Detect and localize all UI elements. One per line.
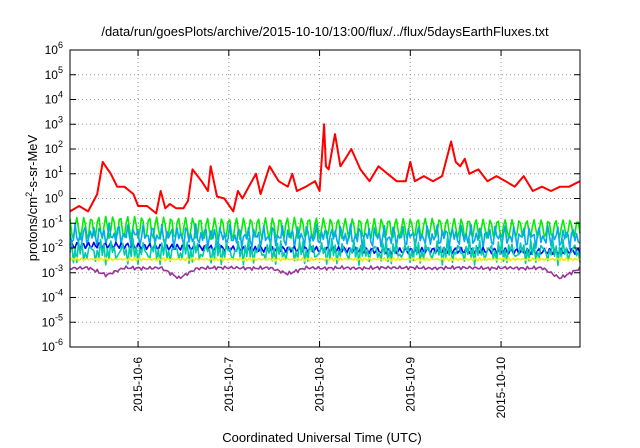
y-tick-label: 105	[45, 65, 63, 82]
series-line	[69, 123, 581, 215]
y-tick-label: 100	[45, 189, 63, 206]
y-tick-label: 106	[45, 40, 63, 57]
y-axis-label: protons/cm2-s-sr-MeV	[24, 134, 40, 261]
y-tick-label: 10-5	[42, 312, 63, 329]
y-tick-label: 101	[45, 164, 63, 181]
grid-lines	[70, 50, 580, 347]
series-line	[69, 264, 581, 280]
y-tick-label: 102	[45, 139, 63, 156]
y-tick-label: 10-3	[42, 263, 63, 280]
y-tick-label: 10-1	[42, 213, 63, 230]
y-tick-label: 103	[45, 114, 63, 131]
chart-title: /data/run/goesPlots/archive/2015-10-10/1…	[101, 24, 549, 39]
y-tick-label: 10-6	[42, 337, 63, 354]
x-tick-label: 2015-10-10	[494, 357, 508, 419]
x-tick-label: 2015-10-9	[403, 357, 417, 412]
y-tick-label: 104	[45, 90, 63, 107]
series-line	[69, 256, 581, 263]
x-tick-label: 2015-10-7	[222, 357, 236, 412]
series-lines	[69, 123, 581, 280]
series-line	[69, 215, 581, 241]
y-tick-label: 10-2	[42, 238, 63, 255]
x-axis-label: Coordinated Universal Time (UTC)	[222, 430, 421, 445]
y-tick-label: 10-4	[42, 288, 63, 305]
series-line	[69, 237, 581, 267]
x-tick-label: 2015-10-6	[131, 357, 145, 412]
x-tick-label: 2015-10-8	[313, 357, 327, 412]
